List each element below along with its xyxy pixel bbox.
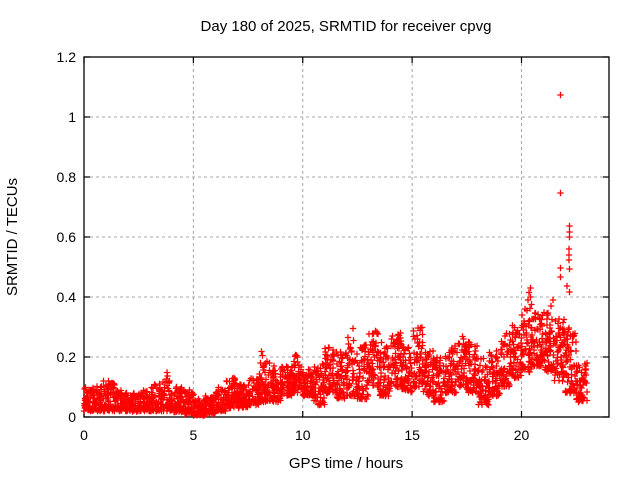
y-tick-label: 0.2 (57, 349, 77, 365)
x-tick-label: 15 (404, 427, 420, 443)
x-tick-label: 20 (514, 427, 530, 443)
x-tick-label: 0 (80, 427, 88, 443)
y-tick-label: 0.8 (57, 169, 77, 185)
y-tick-label: 0.6 (57, 229, 77, 245)
chart-title: Day 180 of 2025, SRMTID for receiver cpv… (201, 18, 492, 35)
x-axis-label: GPS time / hours (289, 455, 403, 472)
scatter-points (80, 91, 591, 419)
data-points-layer (80, 91, 591, 419)
y-axis-label: SRMTID / TECUs (4, 178, 21, 296)
axis-tick-labels: 0 5 10 15 20 0 0.2 0.4 0.6 0.8 1 1.2 (57, 49, 530, 443)
x-tick-label: 10 (295, 427, 311, 443)
x-tick-label: 5 (189, 427, 197, 443)
y-tick-label: 1.2 (57, 49, 77, 65)
y-tick-label: 0 (68, 409, 76, 425)
y-tick-label: 1 (68, 109, 76, 125)
y-tick-label: 0.4 (57, 289, 77, 305)
